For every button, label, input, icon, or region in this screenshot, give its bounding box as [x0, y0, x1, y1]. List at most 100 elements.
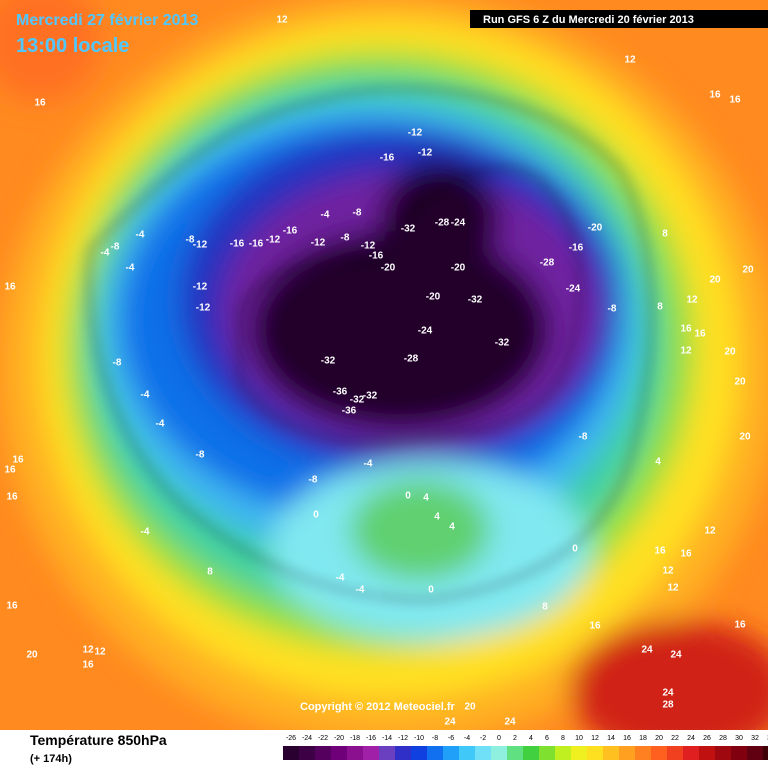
legend-tick-label: 4 — [529, 735, 533, 742]
map-label: -8 — [196, 450, 205, 461]
map-label: -4 — [321, 210, 330, 221]
date-title: Mercredi 27 février 2013 — [16, 12, 198, 29]
legend-tick-label: 6 — [545, 735, 549, 742]
map-label: -16 — [369, 251, 384, 262]
legend-tick-label: 30 — [735, 735, 743, 742]
legend-tick-label: 26 — [703, 735, 711, 742]
map-label: 20 — [26, 650, 38, 661]
map-label: 8 — [662, 229, 668, 240]
legend-swatch — [331, 746, 347, 760]
map-label: -12 — [193, 282, 208, 293]
legend-swatch — [283, 746, 299, 760]
map-label: -4 — [126, 263, 135, 274]
legend-swatch — [395, 746, 411, 760]
map-label: -16 — [249, 239, 264, 250]
legend-tick-label: 8 — [561, 735, 565, 742]
legend-tick-label: -26 — [286, 735, 296, 742]
legend-tick-label: -10 — [414, 735, 424, 742]
map-label: -8 — [608, 304, 617, 315]
map-label: -20 — [381, 263, 396, 274]
map-label: -12 — [193, 240, 208, 251]
legend-swatch — [507, 746, 523, 760]
legend-swatch — [747, 746, 763, 760]
map-label: 20 — [739, 432, 751, 443]
map-label: -8 — [113, 358, 122, 369]
map-label: -20 — [426, 292, 441, 303]
map-label: -12 — [361, 241, 376, 252]
legend-tick-label: 10 — [575, 735, 583, 742]
legend-tick-label: 24 — [687, 735, 695, 742]
legend-swatch — [699, 746, 715, 760]
legend-swatch — [587, 746, 603, 760]
legend-tick-label: 32 — [751, 735, 759, 742]
legend-tick-label: 0 — [497, 735, 501, 742]
legend-tick-label: 20 — [655, 735, 663, 742]
map-label: -32 — [350, 395, 365, 406]
legend-swatch — [635, 746, 651, 760]
colorbar: -26 -24 -22 -20 -18 -16 -14 -12 -10 -8 -6 -4 -2 0 2 4 6 8… — [283, 735, 768, 760]
map-label: 12 — [704, 526, 716, 537]
footer-title: Température 850hPa — [30, 732, 167, 748]
map-label: -4 — [356, 585, 365, 596]
map-label: -24 — [418, 326, 433, 337]
map-label: 12 — [624, 55, 636, 66]
legend-tick-label: -6 — [448, 735, 454, 742]
legend-swatch — [411, 746, 427, 760]
map-label: 16 — [734, 620, 746, 631]
map-label: -4 — [364, 459, 373, 470]
legend-swatch — [379, 746, 395, 760]
map-label: -36 — [333, 387, 348, 398]
map-label: 12 — [686, 295, 698, 306]
legend-swatch — [315, 746, 331, 760]
legend-tick-label: 12 — [591, 735, 599, 742]
legend-tick-label: -20 — [334, 735, 344, 742]
legend-swatch — [427, 746, 443, 760]
legend-swatch — [347, 746, 363, 760]
legend-swatch — [763, 746, 768, 760]
map-label: 16 — [12, 455, 24, 466]
copyright: Copyright © 2012 Meteociel.fr — [300, 701, 456, 713]
legend-swatch — [491, 746, 507, 760]
map-label: 0 — [313, 510, 319, 521]
map-label: -12 — [418, 148, 433, 159]
map-label: -4 — [101, 248, 110, 259]
lead-time: (+ 174h) — [30, 753, 72, 765]
legend-swatch — [475, 746, 491, 760]
legend-swatch — [603, 746, 619, 760]
map-label: 0 — [428, 585, 434, 596]
map-label: 12 — [94, 647, 106, 658]
map-label: 16 — [34, 98, 46, 109]
map-label: 4 — [655, 457, 661, 468]
map-label: -24 — [451, 218, 466, 229]
map-label: -8 — [309, 475, 318, 486]
legend-swatch — [555, 746, 571, 760]
map-label: 16 — [709, 90, 721, 101]
map-label: 4 — [449, 522, 455, 533]
contours — [87, 87, 653, 602]
legend-swatch — [443, 746, 459, 760]
map-label: -32 — [401, 224, 416, 235]
map-label: 20 — [709, 275, 721, 286]
map-label: 12 — [82, 645, 94, 656]
map-label: 4 — [434, 512, 440, 523]
map-label: -8 — [353, 208, 362, 219]
legend-swatch — [571, 746, 587, 760]
map-label: -32 — [321, 356, 336, 367]
time-title: 13:00 locale — [16, 35, 129, 57]
map-label: 16 — [694, 329, 706, 340]
map-label: 16 — [6, 601, 18, 612]
map-label: 8 — [207, 567, 213, 578]
legend-swatch — [539, 746, 555, 760]
map-label: -12 — [408, 128, 423, 139]
map-label: -12 — [266, 235, 281, 246]
map-label: 20 — [724, 347, 736, 358]
legend-swatch — [523, 746, 539, 760]
map-label: -4 — [141, 390, 150, 401]
legend-tick-label: -8 — [432, 735, 438, 742]
legend-swatch — [651, 746, 667, 760]
map-label: 8 — [657, 302, 663, 313]
map-label: -12 — [196, 303, 211, 314]
